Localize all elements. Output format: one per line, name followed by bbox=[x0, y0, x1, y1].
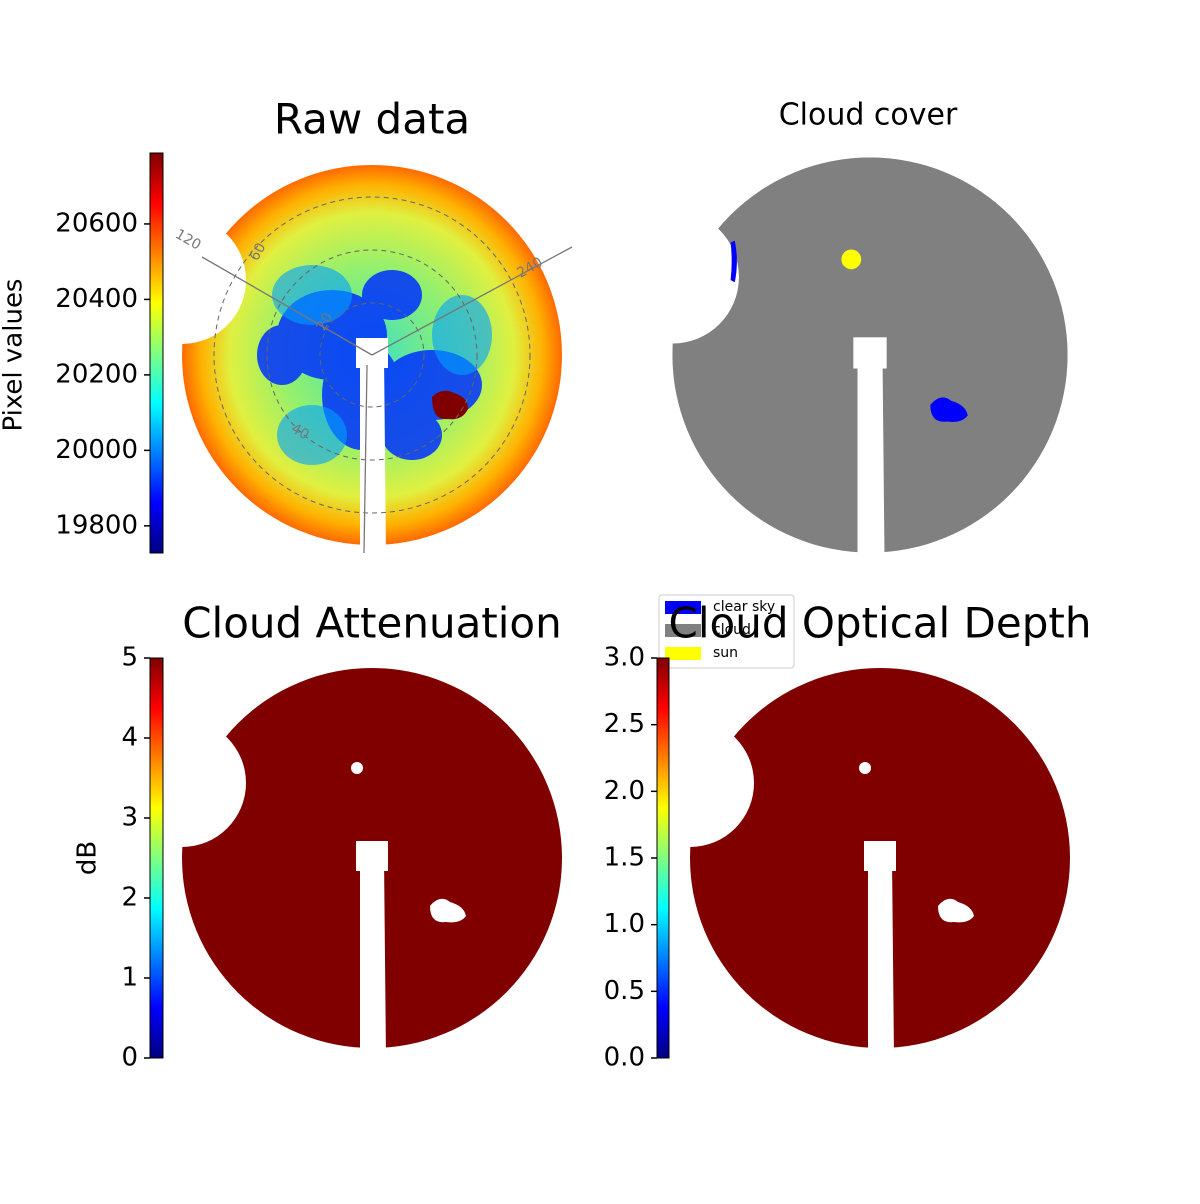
polar-label: 40 bbox=[288, 421, 311, 444]
colorbar-tick-label: 2.0 bbox=[604, 776, 645, 806]
colorbar-tick-label: 1.5 bbox=[604, 843, 645, 873]
colorbar-label: dB bbox=[73, 841, 103, 875]
colorbar-tick-label: 20000 bbox=[55, 435, 138, 465]
colorbar-tick-label: 0 bbox=[121, 1043, 138, 1073]
colorbar-tick-label: 1.0 bbox=[604, 909, 645, 939]
colorbar bbox=[149, 152, 164, 554]
chart-title: Cloud cover bbox=[779, 98, 958, 133]
colorbar-tick-label: 20400 bbox=[55, 284, 138, 314]
colorbar-tick-label: 0.5 bbox=[604, 976, 645, 1006]
raw-image bbox=[182, 165, 573, 554]
legend-label: cloud bbox=[713, 622, 751, 638]
colorbar-tick-label: 5 bbox=[121, 643, 138, 673]
colorbar-tick-label: 2.5 bbox=[604, 709, 645, 739]
colorbar bbox=[149, 657, 164, 1059]
chart-title: Raw data bbox=[274, 95, 470, 144]
legend-label: sun bbox=[713, 645, 738, 661]
colorbar-tick-label: 2 bbox=[121, 883, 138, 913]
polar-label: 20 bbox=[314, 310, 337, 333]
polar-label: 60 bbox=[247, 240, 270, 263]
colorbar-tick-label: 19800 bbox=[55, 510, 138, 540]
colorbar-tick-label: 3.0 bbox=[604, 643, 645, 673]
colorbar-tick-label: 20200 bbox=[55, 359, 138, 389]
colorbar-tick-label: 4 bbox=[121, 723, 138, 753]
chart-title: Cloud Attenuation bbox=[182, 599, 562, 648]
colorbar-label: Pixel values bbox=[0, 279, 29, 432]
colorbar bbox=[656, 657, 670, 1059]
attenuation-image bbox=[182, 668, 562, 1048]
colorbar-tick-label: 20600 bbox=[55, 208, 138, 238]
chart-title: Cloud Optical Depth bbox=[669, 599, 1092, 648]
colorbar-tick-label: 1 bbox=[121, 963, 138, 993]
optical-depth-image bbox=[690, 668, 1070, 1048]
colorbar-tick-label: 3 bbox=[121, 803, 138, 833]
colorbar-tick-label: 0.0 bbox=[604, 1043, 645, 1073]
legend-swatch bbox=[665, 601, 701, 614]
legend-swatch bbox=[665, 647, 701, 660]
cloud-cover-image bbox=[672, 157, 1068, 553]
legend-swatch bbox=[665, 624, 701, 637]
legend-label: clear sky bbox=[713, 599, 775, 615]
